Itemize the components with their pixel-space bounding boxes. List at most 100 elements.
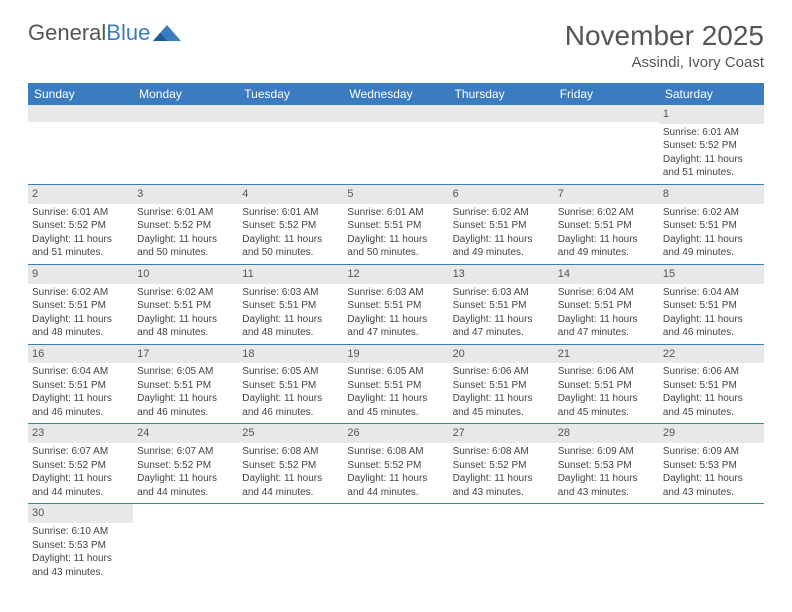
calendar-cell: 17Sunrise: 6:05 AMSunset: 5:51 PMDayligh… [133,344,238,424]
sunrise-text: Sunrise: 6:06 AM [558,365,655,379]
sunset-text: Sunset: 5:53 PM [558,459,655,473]
daylight-text: Daylight: 11 hours and 45 minutes. [663,392,760,419]
day-number: 27 [449,424,554,443]
day-number: 30 [28,504,133,523]
sunset-text: Sunset: 5:51 PM [663,219,760,233]
day-content: Sunrise: 6:02 AMSunset: 5:51 PMDaylight:… [554,204,659,264]
day-number: 19 [343,345,448,364]
day-content: Sunrise: 6:10 AMSunset: 5:53 PMDaylight:… [28,523,133,583]
daylight-text: Daylight: 11 hours and 49 minutes. [558,233,655,260]
sunset-text: Sunset: 5:51 PM [663,299,760,313]
sunset-text: Sunset: 5:51 PM [32,299,129,313]
sunrise-text: Sunrise: 6:06 AM [453,365,550,379]
calendar-cell: 26Sunrise: 6:08 AMSunset: 5:52 PMDayligh… [343,424,448,504]
sunset-text: Sunset: 5:52 PM [137,219,234,233]
sunset-text: Sunset: 5:51 PM [558,379,655,393]
sunrise-text: Sunrise: 6:03 AM [347,286,444,300]
sunset-text: Sunset: 5:51 PM [137,379,234,393]
day-number: 23 [28,424,133,443]
weekday-header: Saturday [659,83,764,105]
day-number: 8 [659,185,764,204]
weekday-header: Thursday [449,83,554,105]
day-number: 16 [28,345,133,364]
day-content: Sunrise: 6:06 AMSunset: 5:51 PMDaylight:… [449,363,554,423]
sunrise-text: Sunrise: 6:10 AM [32,525,129,539]
daylight-text: Daylight: 11 hours and 47 minutes. [453,313,550,340]
day-number: 25 [238,424,343,443]
day-number: 11 [238,265,343,284]
sunrise-text: Sunrise: 6:01 AM [242,206,339,220]
weekday-header: Friday [554,83,659,105]
day-number: 24 [133,424,238,443]
calendar-cell: 16Sunrise: 6:04 AMSunset: 5:51 PMDayligh… [28,344,133,424]
sunset-text: Sunset: 5:53 PM [32,539,129,553]
sunset-text: Sunset: 5:51 PM [347,379,444,393]
sunset-text: Sunset: 5:51 PM [347,219,444,233]
weekday-header: Sunday [28,83,133,105]
daylight-text: Daylight: 11 hours and 46 minutes. [242,392,339,419]
sunset-text: Sunset: 5:51 PM [32,379,129,393]
calendar-cell: 10Sunrise: 6:02 AMSunset: 5:51 PMDayligh… [133,264,238,344]
daylight-text: Daylight: 11 hours and 47 minutes. [347,313,444,340]
sunset-text: Sunset: 5:51 PM [558,299,655,313]
daylight-text: Daylight: 11 hours and 43 minutes. [32,552,129,579]
day-number: 6 [449,185,554,204]
sunrise-text: Sunrise: 6:08 AM [242,445,339,459]
day-content: Sunrise: 6:06 AMSunset: 5:51 PMDaylight:… [659,363,764,423]
empty-day-header [28,105,133,122]
day-content: Sunrise: 6:03 AMSunset: 5:51 PMDaylight:… [238,284,343,344]
calendar-cell: 12Sunrise: 6:03 AMSunset: 5:51 PMDayligh… [343,264,448,344]
daylight-text: Daylight: 11 hours and 51 minutes. [663,153,760,180]
calendar-cell [343,105,448,184]
calendar-cell: 20Sunrise: 6:06 AMSunset: 5:51 PMDayligh… [449,344,554,424]
sunset-text: Sunset: 5:52 PM [137,459,234,473]
calendar-row: 16Sunrise: 6:04 AMSunset: 5:51 PMDayligh… [28,344,764,424]
sunrise-text: Sunrise: 6:08 AM [347,445,444,459]
daylight-text: Daylight: 11 hours and 49 minutes. [453,233,550,260]
sunset-text: Sunset: 5:52 PM [663,139,760,153]
sunrise-text: Sunrise: 6:04 AM [663,286,760,300]
sunrise-text: Sunrise: 6:05 AM [347,365,444,379]
calendar-cell: 9Sunrise: 6:02 AMSunset: 5:51 PMDaylight… [28,264,133,344]
day-content: Sunrise: 6:07 AMSunset: 5:52 PMDaylight:… [28,443,133,503]
daylight-text: Daylight: 11 hours and 50 minutes. [242,233,339,260]
day-content: Sunrise: 6:05 AMSunset: 5:51 PMDaylight:… [133,363,238,423]
sunrise-text: Sunrise: 6:06 AM [663,365,760,379]
calendar-cell: 4Sunrise: 6:01 AMSunset: 5:52 PMDaylight… [238,184,343,264]
sunrise-text: Sunrise: 6:03 AM [242,286,339,300]
calendar-row: 9Sunrise: 6:02 AMSunset: 5:51 PMDaylight… [28,264,764,344]
location: Assindi, Ivory Coast [565,54,764,71]
sunrise-text: Sunrise: 6:01 AM [137,206,234,220]
day-number: 18 [238,345,343,364]
daylight-text: Daylight: 11 hours and 45 minutes. [558,392,655,419]
empty-day-header [343,105,448,122]
calendar-cell: 19Sunrise: 6:05 AMSunset: 5:51 PMDayligh… [343,344,448,424]
daylight-text: Daylight: 11 hours and 43 minutes. [558,472,655,499]
day-content: Sunrise: 6:07 AMSunset: 5:52 PMDaylight:… [133,443,238,503]
daylight-text: Daylight: 11 hours and 48 minutes. [242,313,339,340]
sunset-text: Sunset: 5:51 PM [242,379,339,393]
day-content: Sunrise: 6:04 AMSunset: 5:51 PMDaylight:… [28,363,133,423]
sunrise-text: Sunrise: 6:09 AM [663,445,760,459]
calendar-cell [343,504,448,583]
sunset-text: Sunset: 5:51 PM [347,299,444,313]
day-content: Sunrise: 6:01 AMSunset: 5:52 PMDaylight:… [28,204,133,264]
day-content: Sunrise: 6:05 AMSunset: 5:51 PMDaylight:… [238,363,343,423]
calendar-cell: 15Sunrise: 6:04 AMSunset: 5:51 PMDayligh… [659,264,764,344]
sunrise-text: Sunrise: 6:05 AM [137,365,234,379]
empty-day-header [133,105,238,122]
calendar-cell: 6Sunrise: 6:02 AMSunset: 5:51 PMDaylight… [449,184,554,264]
daylight-text: Daylight: 11 hours and 46 minutes. [32,392,129,419]
daylight-text: Daylight: 11 hours and 50 minutes. [137,233,234,260]
day-content: Sunrise: 6:08 AMSunset: 5:52 PMDaylight:… [449,443,554,503]
calendar-cell: 29Sunrise: 6:09 AMSunset: 5:53 PMDayligh… [659,424,764,504]
calendar-row: 2Sunrise: 6:01 AMSunset: 5:52 PMDaylight… [28,184,764,264]
calendar-cell: 28Sunrise: 6:09 AMSunset: 5:53 PMDayligh… [554,424,659,504]
day-number: 2 [28,185,133,204]
day-number: 4 [238,185,343,204]
weekday-header-row: Sunday Monday Tuesday Wednesday Thursday… [28,83,764,105]
daylight-text: Daylight: 11 hours and 44 minutes. [32,472,129,499]
sunrise-text: Sunrise: 6:01 AM [347,206,444,220]
day-content: Sunrise: 6:05 AMSunset: 5:51 PMDaylight:… [343,363,448,423]
daylight-text: Daylight: 11 hours and 44 minutes. [347,472,444,499]
